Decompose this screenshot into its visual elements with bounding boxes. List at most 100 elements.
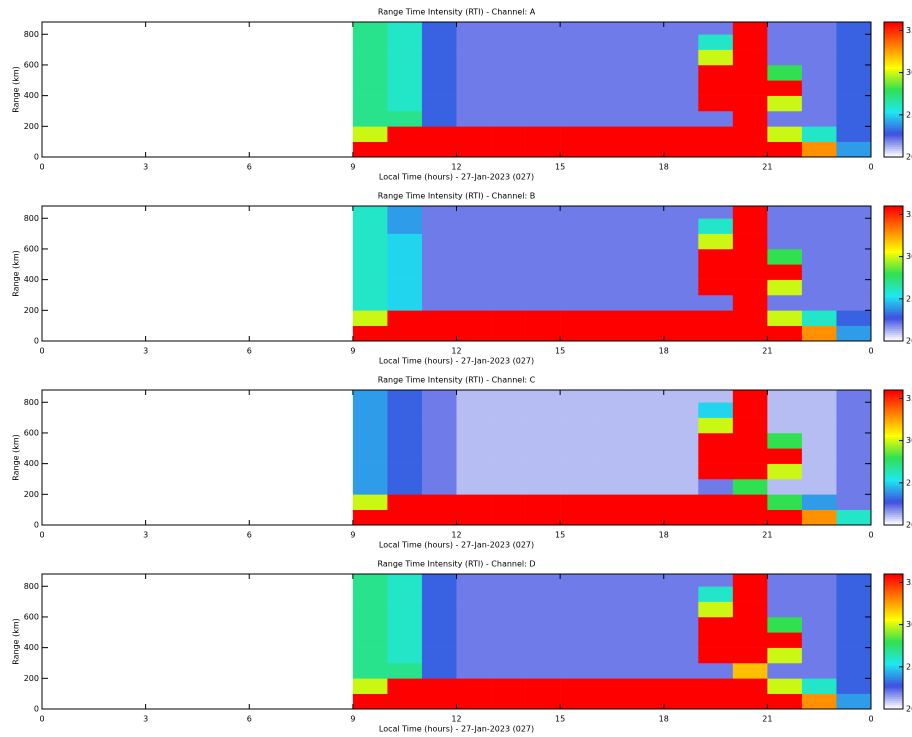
heatmap-cell — [836, 648, 871, 664]
x-tick-label: 12 — [451, 531, 461, 540]
heatmap-cell — [802, 326, 837, 342]
heatmap-cell — [457, 617, 492, 633]
x-tick-label: 12 — [451, 347, 461, 356]
heatmap-cell — [422, 510, 457, 526]
heatmap-cell — [802, 479, 837, 495]
heatmap-cell — [629, 206, 664, 219]
heatmap-cell — [422, 96, 457, 112]
heatmap-cell — [560, 234, 595, 250]
x-tick-label: 12 — [451, 163, 461, 172]
heatmap-cell — [422, 218, 457, 234]
x-tick-label: 6 — [247, 347, 252, 356]
heatmap-cell — [664, 206, 699, 219]
heatmap-cell — [836, 694, 871, 710]
heatmap-cell — [733, 694, 768, 710]
heatmap-cell — [836, 479, 871, 495]
heatmap-cell — [457, 433, 492, 449]
y-tick-label: 600 — [24, 428, 39, 437]
y-tick-label: 200 — [24, 490, 39, 499]
x-tick-label: 21 — [762, 347, 772, 356]
heatmap-cell — [733, 663, 768, 679]
heatmap-cell — [387, 464, 422, 480]
heatmap-cell — [353, 50, 388, 66]
heatmap-cell — [664, 510, 699, 526]
heatmap-cell — [767, 586, 802, 602]
heatmap-cell — [664, 50, 699, 66]
heatmap-cell — [698, 234, 733, 250]
heatmap-cell — [767, 464, 802, 480]
heatmap-cell — [802, 448, 837, 464]
heatmap-cell — [629, 126, 664, 142]
heatmap-cell — [491, 586, 526, 602]
heatmap-cell — [353, 464, 388, 480]
heatmap-cell — [560, 418, 595, 434]
heatmap-cell — [595, 249, 630, 265]
heatmap-cell — [698, 126, 733, 142]
heatmap-cell — [629, 448, 664, 464]
heatmap-cell — [526, 602, 561, 618]
heatmap-cell — [698, 280, 733, 296]
heatmap-cell — [698, 142, 733, 158]
colorbar-tick-label: 20 — [906, 337, 912, 346]
heatmap-cell — [629, 678, 664, 694]
heatmap-cell — [595, 617, 630, 633]
heatmap-cell — [733, 602, 768, 618]
heatmap-cell — [767, 448, 802, 464]
heatmap-cell — [733, 96, 768, 112]
heatmap-cell — [491, 65, 526, 81]
heatmap-cell — [526, 574, 561, 587]
heatmap-cell — [353, 264, 388, 280]
x-tick-label: 3 — [143, 347, 148, 356]
panel-title: Range Time Intensity (RTI) - Channel: C — [378, 376, 536, 385]
heatmap-cell — [836, 586, 871, 602]
heatmap-cell — [629, 264, 664, 280]
heatmap-cell — [767, 694, 802, 710]
heatmap-cell — [422, 111, 457, 127]
heatmap-cell — [698, 494, 733, 510]
heatmap-cell — [353, 280, 388, 296]
heatmap-cell — [526, 111, 561, 127]
heatmap-cell — [526, 249, 561, 265]
heatmap-cell — [526, 326, 561, 342]
panel: Range Time Intensity (RTI) - Channel: D0… — [12, 560, 912, 734]
heatmap-cell — [698, 632, 733, 648]
heatmap-cell — [526, 34, 561, 50]
heatmap-cell — [422, 602, 457, 618]
heatmap-cell — [595, 295, 630, 311]
heatmap-cell — [387, 310, 422, 326]
x-tick-label: 3 — [143, 715, 148, 724]
x-tick-label: 15 — [555, 715, 565, 724]
heatmap-cell — [629, 326, 664, 342]
heatmap-cell — [491, 632, 526, 648]
heatmap-cell — [387, 510, 422, 526]
heatmap-cell — [457, 249, 492, 265]
heatmap-cell — [560, 96, 595, 112]
x-tick-label: 18 — [659, 531, 669, 540]
x-tick-label: 0 — [39, 531, 44, 540]
heatmap-cell — [629, 310, 664, 326]
colorbar-tick-label: 30 — [906, 620, 912, 629]
heatmap-cell — [457, 80, 492, 96]
heatmap-cell — [560, 111, 595, 127]
heatmap-cell — [353, 142, 388, 158]
heatmap-cell — [767, 65, 802, 81]
heatmap-cell — [526, 390, 561, 403]
heatmap-cell — [664, 648, 699, 664]
heatmap-cell — [802, 494, 837, 510]
heatmap-cell — [802, 433, 837, 449]
heatmap-cell — [802, 632, 837, 648]
heatmap-cell — [664, 218, 699, 234]
heatmap-cell — [491, 50, 526, 66]
heatmap-cell — [698, 694, 733, 710]
heatmap-cell — [422, 264, 457, 280]
heatmap-cell — [560, 50, 595, 66]
heatmap-cell — [526, 448, 561, 464]
heatmap-cell — [698, 264, 733, 280]
heatmap-cell — [422, 418, 457, 434]
colorbar-tick-label: 30 — [906, 252, 912, 261]
heatmap-cell — [491, 22, 526, 35]
heatmap-cell — [526, 264, 561, 280]
heatmap-cell — [526, 310, 561, 326]
heatmap-cell — [422, 126, 457, 142]
heatmap-cell — [422, 310, 457, 326]
